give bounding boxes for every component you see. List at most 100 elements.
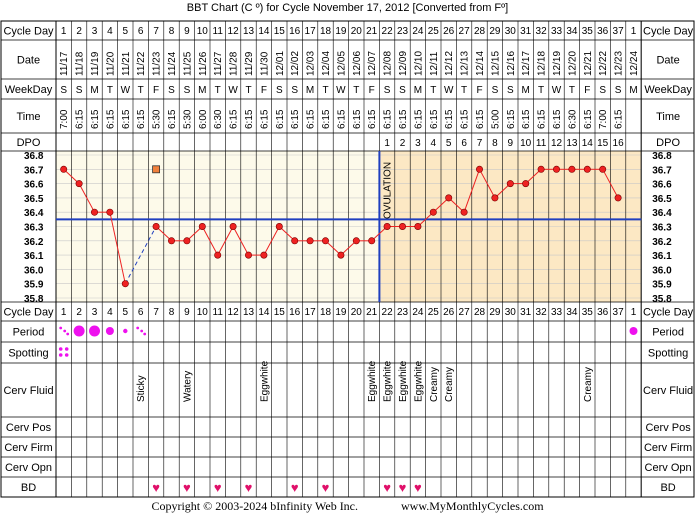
time-label: 6:15 <box>475 109 486 129</box>
temp-line-segment <box>371 226 388 242</box>
dpo-label: 1 <box>384 138 390 149</box>
footer: Copyright © 2003-2024 bInfinity Web Inc.… <box>0 499 695 514</box>
temp-point <box>614 194 622 202</box>
cycle-day-label: 3 <box>92 26 98 37</box>
cycle-day-label: 14 <box>258 26 270 37</box>
time-label: 5:00 <box>490 109 501 129</box>
date-label: 12/24 <box>629 51 640 76</box>
y-tick-label-right: 35.8 <box>652 294 672 305</box>
weekday-label: T <box>461 85 467 96</box>
weekday-label: W <box>121 85 131 96</box>
temp-line-segment <box>155 226 172 242</box>
cycle-day-label: 36 <box>597 26 609 37</box>
weekday-label: S <box>507 85 514 96</box>
y-tick-label-right: 36.2 <box>652 237 672 248</box>
temp-line-segment <box>479 169 496 199</box>
time-label: 6:15 <box>383 109 394 129</box>
cycle-day-label: 16 <box>289 26 301 37</box>
row-label-right: Cerv Firm <box>644 442 692 454</box>
time-label: 6:15 <box>275 109 286 129</box>
time-label: 6:15 <box>167 109 178 129</box>
weekday-label: T <box>107 85 113 96</box>
row-label-left: Date <box>17 55 40 67</box>
cycle-day-label-bottom: 1 <box>61 307 67 318</box>
temp-line-segment <box>602 169 619 199</box>
date-label: 11/25 <box>182 51 193 76</box>
weekday-label: S <box>76 85 83 96</box>
cycle-day-label-bottom: 27 <box>459 307 471 318</box>
cycle-day-label: 21 <box>366 26 378 37</box>
weekday-label: F <box>369 85 375 96</box>
bd-heart-icon: ♥ <box>245 480 253 495</box>
y-tick-label-right: 36.5 <box>652 194 672 205</box>
cycle-day-label: 15 <box>274 26 286 37</box>
date-label: 11/26 <box>198 51 209 76</box>
y-tick-label-left: 36.1 <box>24 251 44 262</box>
cycle-day-label: 6 <box>138 26 144 37</box>
dpo-label: 11 <box>536 138 547 149</box>
row-label-left: Cerv Opn <box>5 462 52 474</box>
temp-line-segment <box>263 226 280 256</box>
date-label: 12/06 <box>352 51 363 76</box>
time-label: 6:15 <box>460 109 471 129</box>
cycle-day-label: 1 <box>631 26 637 37</box>
spotting-icon <box>64 347 69 351</box>
cycle-day-label: 34 <box>566 26 578 37</box>
weekday-label: S <box>615 85 622 96</box>
temp-point <box>583 165 591 173</box>
dpo-label: 5 <box>446 138 452 149</box>
row-label-left: Cerv Firm <box>4 442 52 454</box>
weekday-label: S <box>168 85 175 96</box>
time-label: 6:15 <box>521 109 532 129</box>
cycle-day-label: 32 <box>536 26 548 37</box>
cycle-day-label: 2 <box>76 26 82 37</box>
cerv-fluid-label: Eggwhite <box>367 360 378 402</box>
temp-point <box>368 237 376 245</box>
time-label: 6:15 <box>105 109 116 129</box>
date-label: 12/19 <box>552 51 563 76</box>
time-label: 7:00 <box>59 109 70 129</box>
temp-point <box>352 237 360 245</box>
cycle-day-label-bottom: 26 <box>443 307 455 318</box>
cycle-day-label: 25 <box>428 26 440 37</box>
y-tick-label-left: 35.8 <box>24 294 44 305</box>
time-label: 6:30 <box>567 109 578 129</box>
cycle-day-label: 13 <box>243 26 255 37</box>
period-spot-icon <box>140 329 144 333</box>
cycle-day-label: 5 <box>123 26 129 37</box>
date-label: 12/05 <box>336 51 347 76</box>
temp-point <box>321 237 329 245</box>
weekday-label: S <box>599 85 606 96</box>
weekday-label: F <box>476 85 482 96</box>
date-label: 11/29 <box>244 51 255 76</box>
cycle-day-label-bottom: 22 <box>382 307 394 318</box>
period-flow-icon <box>629 327 638 335</box>
dpo-label: 14 <box>582 138 594 149</box>
date-label: 11/30 <box>259 51 270 76</box>
temp-point <box>445 194 453 202</box>
cerv-fluid-label: Eggwhite <box>383 360 394 402</box>
time-label: 6:15 <box>121 109 132 129</box>
time-label: 6:15 <box>537 109 548 129</box>
period-spot-icon <box>66 332 70 336</box>
cycle-day-label-bottom: 31 <box>520 307 532 318</box>
site-link[interactable]: www.MyMonthlyCycles.com <box>401 499 544 513</box>
cycle-day-label-bottom: 24 <box>412 307 424 318</box>
cycle-day-label-bottom: 7 <box>153 307 159 318</box>
temp-line-segment <box>448 197 465 213</box>
cycle-day-label-bottom: 35 <box>582 307 594 318</box>
cycle-day-label: 12 <box>228 26 240 37</box>
cycle-day-label: 7 <box>153 26 159 37</box>
cerv-fluid-label: Creamy <box>429 367 440 402</box>
temp-point <box>522 180 530 188</box>
cycle-day-label-bottom: 36 <box>597 307 609 318</box>
cycle-day-label: 37 <box>613 26 625 37</box>
temp-point <box>568 165 576 173</box>
weekday-label: F <box>584 85 590 96</box>
spotting-icon <box>58 353 63 357</box>
y-tick-label-left: 36.5 <box>24 194 44 205</box>
cycle-day-label: 23 <box>397 26 409 37</box>
cycle-day-label-bottom: 17 <box>305 307 317 318</box>
weekday-label: W <box>336 85 346 96</box>
